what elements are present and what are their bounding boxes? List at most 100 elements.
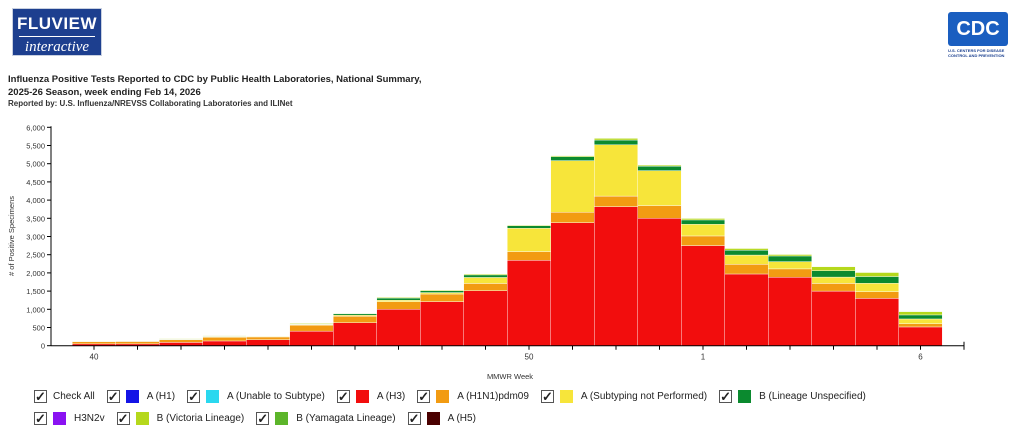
bar-segment [768, 261, 812, 270]
bar-segment [463, 274, 508, 278]
bar-segment [811, 290, 856, 346]
legend-label: A (H3) [376, 391, 406, 402]
bar-segment [811, 270, 856, 278]
checkbox[interactable]: ✓ [106, 389, 120, 404]
checkbox[interactable]: ✓ [34, 411, 47, 426]
bar-segment [811, 266, 856, 271]
bar-segment [420, 292, 464, 295]
bar-segment [115, 341, 160, 345]
bar-segment [681, 245, 725, 346]
legend-item[interactable]: ✓ A (H1N1)pdm09 [417, 390, 529, 403]
bar-segment [202, 337, 247, 342]
bar-segment [507, 260, 551, 346]
x-tick-label: 1 [701, 353, 706, 362]
legend-item[interactable]: ✓ A (H3) [336, 389, 406, 404]
bar-segment [550, 160, 595, 213]
bar-segment [637, 166, 682, 171]
legend-swatch [53, 412, 66, 425]
bar-segment [202, 335, 247, 337]
legend-item[interactable]: ✓ H3N2v [34, 412, 105, 425]
bar-segment [594, 144, 638, 197]
y-tick-label: 500 [32, 324, 45, 333]
bar-segment [376, 309, 421, 346]
legend-label: B (Lineage Unspecified) [759, 391, 866, 402]
bar-segment [637, 170, 682, 206]
bar-segment [594, 138, 638, 141]
legend-row-2: ✓ H3N2v ✓ B (Victoria Lineage) ✓ B (Yamagata … [34, 412, 488, 425]
legend-label: B (Yamagata Lineage) [296, 413, 396, 424]
bar-segment [289, 330, 334, 346]
checkbox[interactable]: ✓ [256, 411, 270, 426]
y-tick-label: 1,500 [26, 287, 45, 296]
legend-swatch [355, 390, 369, 403]
legend-swatch [426, 412, 440, 425]
bar-segment [507, 228, 551, 252]
bar-segment [72, 341, 116, 345]
bar-segment [463, 290, 508, 346]
bar-segment [289, 324, 334, 332]
bar-segment [550, 156, 595, 161]
legend-swatch [275, 412, 289, 425]
bar-segment [855, 283, 899, 292]
bar-segment [724, 249, 769, 256]
legend-item[interactable]: ✓ B (Lineage Unspecified) [719, 390, 866, 403]
bar-segment [594, 206, 638, 346]
check-all-checkbox[interactable]: ✓ Check All [34, 390, 95, 403]
legend-item[interactable]: ✓ B (Victoria Lineage) [116, 411, 245, 426]
bar-segment [898, 323, 943, 328]
bar-segment [681, 219, 725, 225]
x-tick-label: 6 [918, 353, 923, 362]
fluview-logo: FLUVIEW interactive [12, 8, 102, 56]
legend-item[interactable]: ✓ A (H5) [407, 411, 476, 426]
y-tick-label: 4,500 [26, 178, 45, 187]
bar-segment [420, 301, 464, 346]
y-tick-label: 0 [41, 342, 45, 351]
y-tick-label: 2,500 [26, 251, 45, 260]
bar-segment [724, 273, 769, 346]
legend-swatch [206, 390, 220, 403]
y-tick-label: 3,000 [26, 233, 45, 242]
legend-item[interactable]: ✓ B (Yamagata Lineage) [256, 411, 396, 426]
bar-segment [507, 225, 551, 229]
checkbox[interactable]: ✓ [540, 389, 554, 404]
y-tick-label: 4,000 [26, 196, 45, 205]
checkbox[interactable]: ✓ [407, 411, 421, 426]
bar-segment [768, 268, 812, 278]
checkbox[interactable]: ✓ [116, 411, 130, 426]
checkbox[interactable]: ✓ [417, 389, 431, 404]
bar-segment [463, 273, 508, 276]
legend-item[interactable]: ✓ A (Unable to Subtype) [187, 390, 325, 403]
checkbox[interactable]: ✓ [187, 389, 201, 404]
x-tick-label: 40 [90, 353, 99, 362]
bar-segment [376, 297, 421, 301]
legend-swatch [135, 412, 149, 425]
bar-segment [333, 322, 377, 346]
bar-segment [811, 283, 856, 292]
bar-segment [681, 224, 725, 237]
bar-segment [594, 195, 638, 207]
legend-item[interactable]: ✓ A (H1) [106, 389, 175, 404]
y-tick-label: 5,500 [26, 142, 45, 151]
bar-segment [550, 212, 595, 223]
checkbox[interactable]: ✓ [719, 389, 733, 404]
legend-label: B (Victoria Lineage) [156, 413, 245, 424]
bar-segment [594, 139, 638, 145]
legend-swatch [125, 390, 139, 403]
bar-segment [376, 300, 421, 302]
legend-item[interactable]: ✓ A (Subtyping not Performed) [540, 389, 708, 404]
legend-label: A (Unable to Subtype) [227, 391, 325, 402]
bar-segment [246, 336, 290, 340]
chart-subtitle: Reported by: U.S. Influenza/NREVSS Colla… [8, 99, 293, 108]
legend-label: A (Subtyping not Performed) [580, 391, 708, 402]
bar-segment [855, 272, 899, 277]
y-tick-label: 3,500 [26, 214, 45, 223]
bar-segment [898, 318, 943, 324]
checkbox[interactable]: ✓ [336, 389, 350, 404]
checkbox[interactable]: ✓ [34, 389, 47, 404]
legend-label: Check All [53, 391, 95, 402]
x-tick-label: 50 [525, 353, 534, 362]
y-tick-label: 1,000 [26, 305, 45, 314]
bar-segment [637, 218, 682, 346]
bar-segment [811, 276, 856, 284]
bar-segment [507, 224, 551, 226]
